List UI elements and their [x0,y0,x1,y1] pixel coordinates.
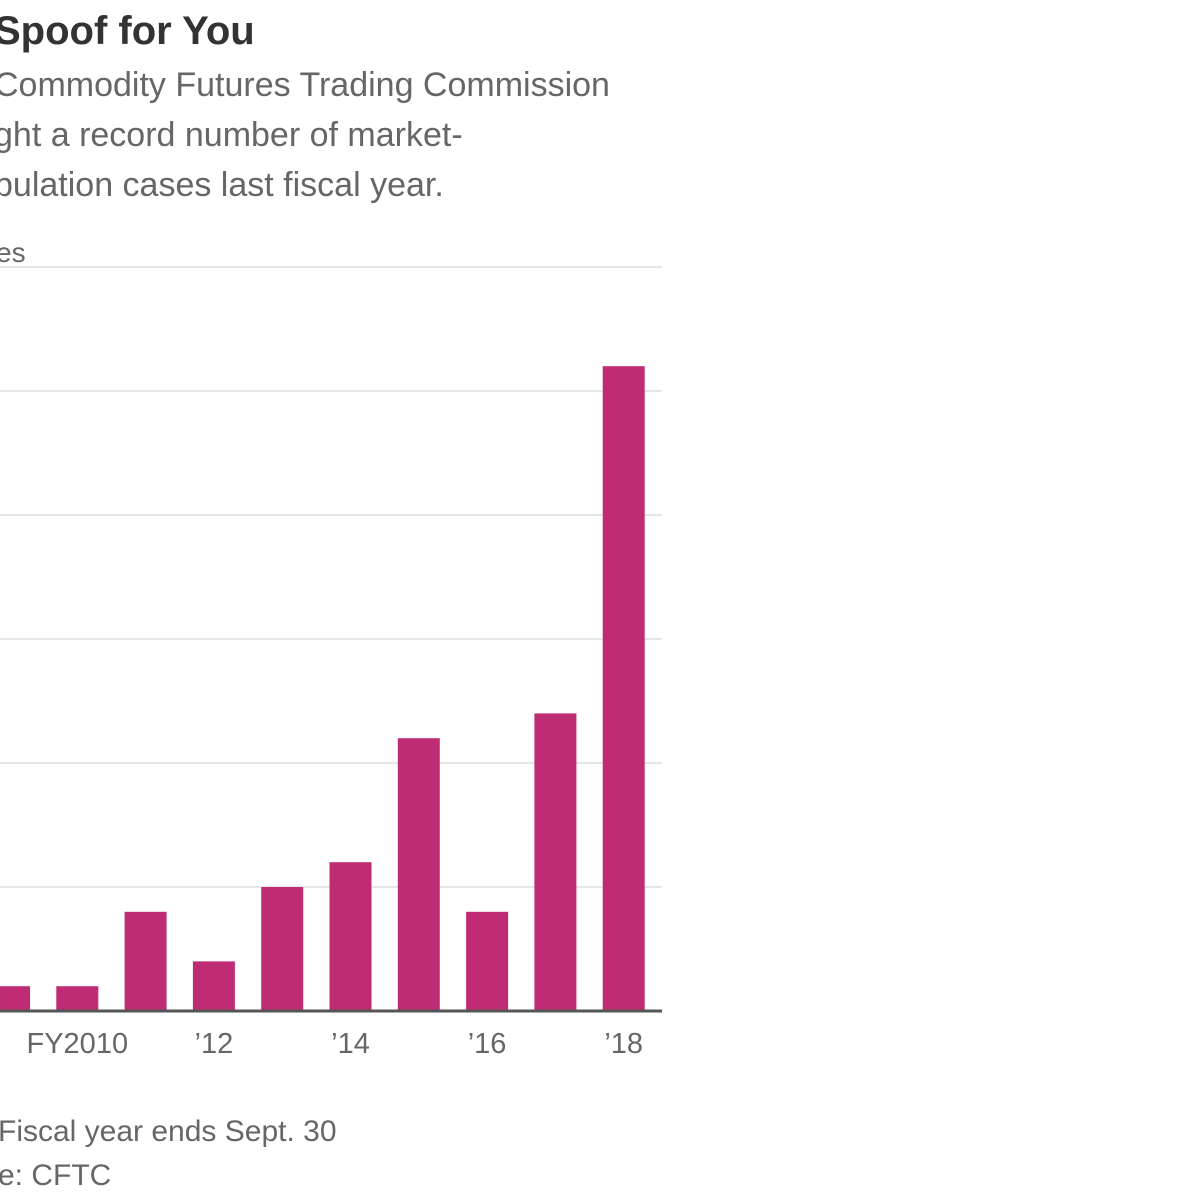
bar-2018 [602,366,645,1011]
bar-2010 [56,986,99,1011]
bar-2015 [397,738,440,1011]
bar-2013 [261,887,304,1011]
y-axis-unit-label: es [0,237,26,268]
bars [0,366,645,1011]
x-tick-label: ’18 [604,1028,643,1060]
bar-2011 [124,911,167,1011]
bar-2012 [192,961,235,1011]
bar-2017 [534,713,577,1011]
source-note: e: CFTC [0,1159,112,1192]
x-tick-label: ’12 [195,1028,234,1060]
chart-title: Spoof for You [0,9,255,53]
x-tick-label: ’14 [331,1028,370,1060]
bar-chart: es FY2010 ’12 ’14 ’16 ’18 [0,237,662,1060]
x-tick-label: ’16 [468,1028,507,1060]
x-tick-label: FY2010 [27,1028,129,1060]
bar-2014 [329,862,372,1011]
chart-notes: Fiscal year ends Sept. 30 e: CFTC [0,1110,337,1198]
subtitle-line-3: pulation cases last fiscal year. [0,166,444,204]
x-axis-ticks: FY2010 ’12 ’14 ’16 ’18 [27,1028,644,1060]
footnote: Fiscal year ends Sept. 30 [0,1115,337,1148]
bar-2009 [0,986,30,1011]
bar-2016 [466,911,509,1011]
subtitle-line-2: ght a record number of market- [0,116,463,154]
subtitle-line-1: Commodity Futures Trading Commission [0,66,610,104]
chart-subtitle: Commodity Futures Trading Commission ght… [0,60,610,210]
